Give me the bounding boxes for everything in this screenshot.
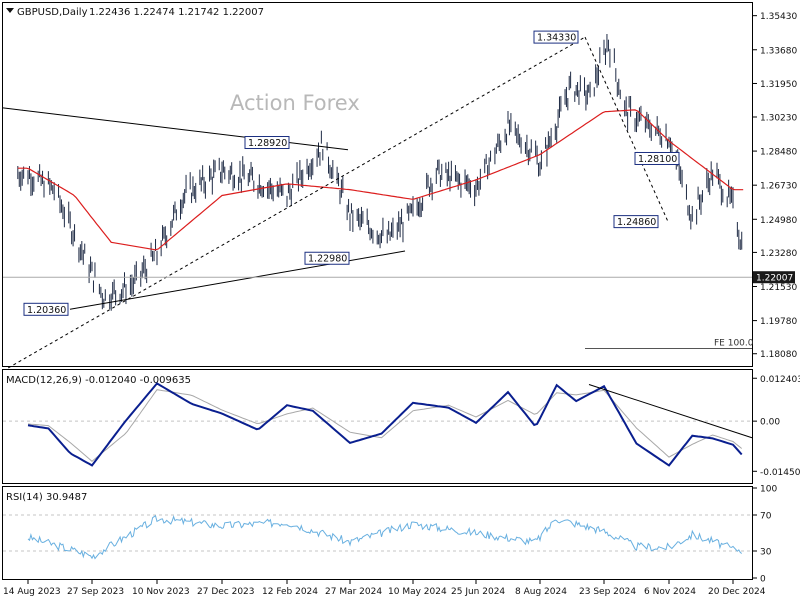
moving-average-line (17, 109, 744, 251)
price-panel-frame (2, 2, 753, 367)
x-tick-label: 20 Dec 2024 (708, 587, 766, 597)
price-tick-label: 1.18080 (760, 350, 797, 360)
ohlc-label: 1.22436 1.22474 1.21742 1.22007 (89, 7, 264, 18)
price-bars (17, 34, 743, 311)
macd-axis: 0.012403 0.00 -0.014502 (752, 375, 800, 478)
rsi-panel: RSI(14) 30.9487 100 70 30 0 (2, 485, 777, 585)
level-label-text: 1.24860 (617, 217, 656, 228)
watermark-text: Action Forex (230, 91, 360, 115)
x-tick-label: 12 Feb 2024 (262, 587, 318, 597)
x-tick-label: 27 Sep 2023 (67, 587, 124, 597)
price-panel-header: GBPUSD,Daily 1.22436 1.22474 1.21742 1.2… (6, 7, 264, 18)
price-tick-label: 1.31950 (760, 80, 797, 90)
macd-panel: MACD(12,26,9) -0.012040 -0.009635 0.0124… (2, 369, 800, 484)
dashed-channel-line (2, 36, 586, 372)
price-tick-label: 1.30230 (760, 113, 797, 123)
macd-tick-label: 0.012403 (760, 375, 800, 385)
fe-label: FE 100.0 (714, 338, 754, 348)
symbol-label: GBPUSD,Daily (17, 7, 88, 18)
x-tick-label: 27 Mar 2024 (325, 587, 382, 597)
level-label: 1.22980 (304, 251, 350, 265)
price-tick-label: 1.23280 (760, 249, 797, 259)
price-plot-area: FE 100.0 1.34330 1.28920 1.28100 1.24860 1.22… (2, 30, 754, 372)
macd-title: MACD(12,26,9) -0.012040 -0.009635 (6, 375, 191, 386)
rsi-plot-area (3, 514, 752, 560)
price-tick-label: 1.19780 (760, 317, 797, 327)
level-label: 1.20360 (23, 302, 69, 316)
rsi-title: RSI(14) 30.9487 (6, 492, 87, 503)
current-price-tag (753, 271, 795, 284)
rsi-tick-label: 100 (760, 485, 777, 495)
rsi-tick-label: 70 (760, 512, 772, 522)
x-tick-label: 6 Nov 2024 (644, 587, 696, 597)
price-panel: GBPUSD,Daily 1.22436 1.22474 1.21742 1.2… (2, 2, 797, 372)
level-label-text: 1.34330 (537, 33, 576, 44)
x-tick-label: 27 Dec 2023 (197, 587, 255, 597)
level-label-text: 1.22980 (308, 254, 347, 265)
price-tick-label: 1.28480 (760, 148, 797, 158)
level-label-box (304, 251, 350, 265)
macd-trendline (588, 384, 753, 439)
macd-line (27, 382, 743, 467)
macd-signal-line (27, 389, 743, 462)
level-label-box (244, 136, 290, 150)
level-label-box (23, 302, 69, 316)
level-label-box (613, 215, 659, 229)
x-tick-label: 8 Aug 2024 (515, 587, 567, 597)
current-price-value: 1.22007 (756, 274, 793, 284)
level-label: 1.24860 (613, 215, 659, 229)
level-label-text: 1.20360 (27, 305, 66, 316)
level-label-text: 1.28920 (248, 138, 287, 149)
price-tick-label: 1.26730 (760, 182, 797, 192)
x-tick-label: 10 Nov 2023 (132, 587, 190, 597)
x-tick-label: 10 May 2024 (388, 587, 447, 597)
price-tick-label: 1.33680 (760, 46, 797, 56)
rsi-axis: 100 70 30 0 (752, 485, 777, 585)
macd-tick-label: -0.014502 (760, 468, 800, 478)
x-tick-label: 14 Aug 2023 (3, 587, 61, 597)
macd-tick-label: 0.00 (760, 418, 780, 428)
rsi-line (27, 515, 743, 560)
chevron-down-icon[interactable] (6, 8, 14, 13)
macd-plot-area (3, 382, 753, 467)
macd-panel-frame (2, 369, 753, 484)
level-label: 1.28920 (244, 136, 290, 150)
upper-trendline (2, 107, 349, 151)
level-label-box (533, 30, 579, 44)
x-axis: 14 Aug 2023 27 Sep 2023 10 Nov 2023 27 Dec … (3, 580, 766, 597)
rsi-tick-label: 0 (760, 575, 766, 585)
dashed-retracement-line (584, 36, 669, 222)
price-tick-label: 1.24980 (760, 216, 797, 226)
level-label-box (634, 151, 680, 165)
level-label-text: 1.28100 (638, 154, 677, 165)
x-tick-label: 23 Sep 2024 (579, 587, 636, 597)
price-axis: 1.35430 1.33680 1.31950 1.30230 1.28480 1.267… (752, 12, 797, 360)
rsi-tick-label: 30 (760, 548, 772, 558)
x-tick-label: 25 Jun 2024 (451, 587, 505, 597)
level-label: 1.28100 (634, 151, 680, 165)
price-tick-label: 1.21530 (760, 283, 797, 293)
level-label: 1.34330 (533, 30, 579, 44)
price-tick-label: 1.35430 (760, 12, 797, 22)
